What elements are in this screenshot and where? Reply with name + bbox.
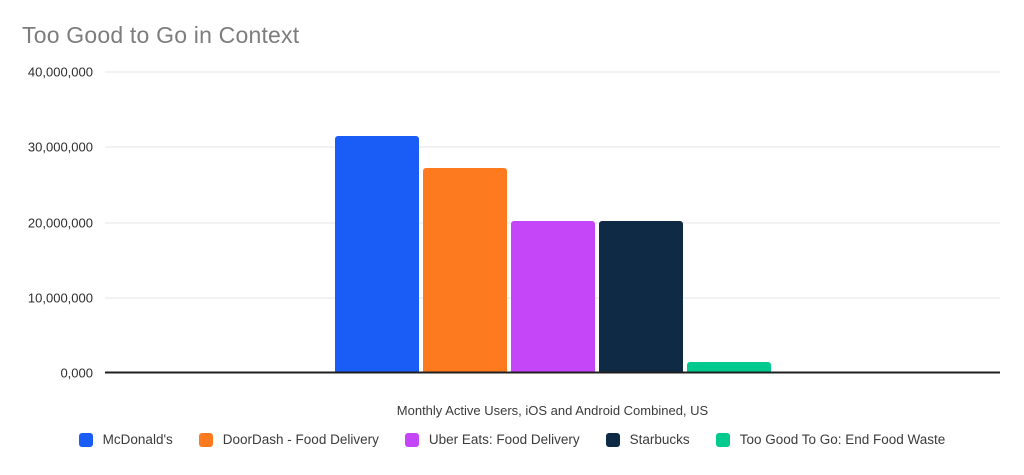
gridline <box>105 146 1000 148</box>
legend-label: Starbucks <box>629 432 690 447</box>
legend-label: Too Good To Go: End Food Waste <box>739 432 946 447</box>
chart-title: Too Good to Go in Context <box>22 22 300 48</box>
x-axis-baseline <box>105 371 1000 374</box>
legend-label: McDonald's <box>102 432 173 447</box>
bars-group <box>105 72 1000 373</box>
legend-swatch-icon <box>605 432 620 447</box>
y-tick-label: 40,000,000 <box>27 64 93 80</box>
legend-item-uber-eats-food-delivery[interactable]: Uber Eats: Food Delivery <box>404 432 580 447</box>
gridline <box>105 71 1000 73</box>
y-tick-label: 0,000 <box>60 365 93 381</box>
bar-mcdonald-s[interactable] <box>334 135 419 373</box>
legend-item-mcdonald-s[interactable]: McDonald's <box>78 432 173 447</box>
legend-swatch-icon <box>715 432 730 447</box>
bar-doordash-food-delivery[interactable] <box>422 168 507 373</box>
legend-label: Uber Eats: Food Delivery <box>428 432 580 447</box>
y-tick-label: 20,000,000 <box>27 215 93 230</box>
y-axis: 0,000 10,000,000 20,000,000 30,000,000 40,00… <box>0 66 93 380</box>
legend-item-too-good-to-go-end-food-waste[interactable]: Too Good To Go: End Food Waste <box>715 432 946 447</box>
legend-swatch-icon <box>198 432 213 447</box>
legend-swatch-icon <box>78 432 93 447</box>
legend-swatch-icon <box>404 432 419 447</box>
x-axis-label: Monthly Active Users, iOS and Android Co… <box>396 403 709 418</box>
legend-label: DoorDash - Food Delivery <box>222 432 379 447</box>
bar-starbucks[interactable] <box>598 221 683 373</box>
legend-item-starbucks[interactable]: Starbucks <box>605 432 690 447</box>
plot-area <box>105 71 1000 374</box>
y-tick-label: 10,000,000 <box>27 290 93 306</box>
chart-legend: McDonald's DoorDash - Food Delivery Uber E… <box>0 432 1024 447</box>
y-tick-label: 30,000,000 <box>27 139 93 155</box>
legend-item-doordash-food-delivery[interactable]: DoorDash - Food Delivery <box>198 432 379 447</box>
bar-too-good-to-go-end-food-waste[interactable] <box>686 361 771 373</box>
bar-uber-eats-food-delivery[interactable] <box>510 221 595 373</box>
